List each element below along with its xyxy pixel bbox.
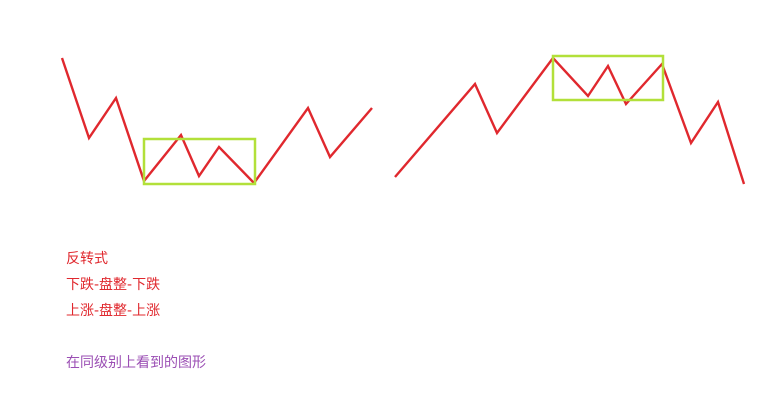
right-price-line bbox=[394, 56, 746, 185]
left-price-line bbox=[60, 57, 373, 185]
note-line-2: 上涨-盘整-上涨 bbox=[66, 303, 161, 319]
right-consolidation-box bbox=[551, 54, 665, 102]
note-caption: 在同级别上看到的图形 bbox=[66, 355, 206, 371]
note-title: 反转式 bbox=[66, 251, 108, 267]
left-consolidation-box bbox=[142, 137, 257, 186]
note-line-1: 下跌-盘整-下跌 bbox=[66, 277, 161, 293]
